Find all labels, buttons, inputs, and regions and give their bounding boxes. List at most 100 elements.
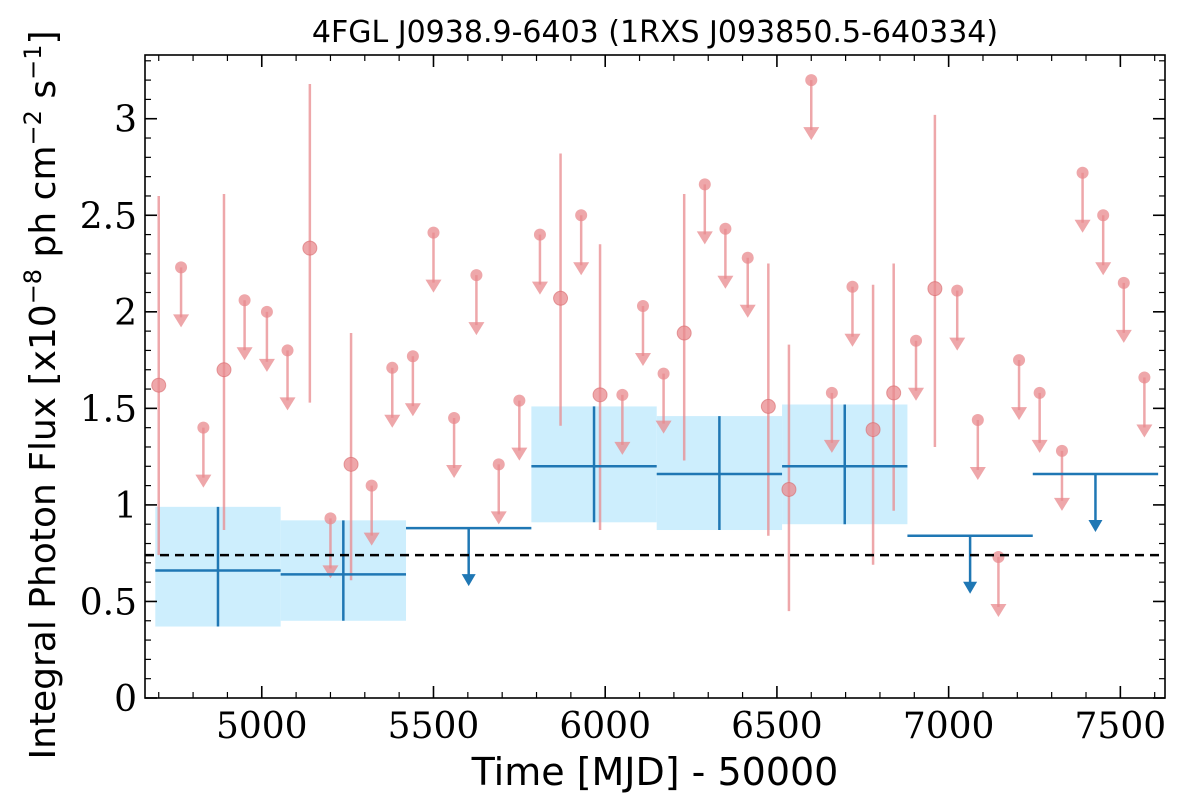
- short-bin-upper-limit-point: [513, 394, 526, 407]
- short-bin-upper-limit-arrow: [1095, 262, 1112, 276]
- plot-area: [145, 74, 1165, 627]
- short-bin-upper-limit-point: [492, 458, 505, 471]
- short-bin-upper-limit-arrow: [511, 447, 528, 461]
- long-bin-upper-limit-arrow: [461, 574, 476, 587]
- y-tick-label: 0: [114, 679, 137, 720]
- short-bin-upper-limit-point: [1076, 166, 1089, 179]
- x-tick-label: 7500: [1075, 706, 1167, 747]
- y-label-s: s: [23, 80, 64, 110]
- x-tick-label: 5000: [216, 706, 308, 747]
- short-bin-upper-limit-point: [992, 551, 1005, 564]
- short-bin-point: [781, 481, 797, 497]
- short-bin-upper-limit-arrow: [1136, 424, 1153, 438]
- short-bin-upper-limit-arrow: [363, 532, 380, 546]
- y-tick-label: 1: [114, 486, 137, 527]
- short-bin-upper-limit-point: [281, 344, 294, 357]
- short-bin-upper-limit-point: [470, 269, 483, 282]
- y-label-mid: ph cm: [23, 145, 64, 268]
- short-bin-upper-limit-point: [971, 413, 984, 426]
- short-bin-upper-limit-point: [910, 334, 923, 347]
- short-bin-upper-limit-point: [448, 412, 461, 425]
- short-bin-upper-limit-point: [238, 294, 251, 307]
- short-bin-upper-limit-arrow: [1074, 219, 1091, 233]
- y-tick-label: 1.5: [80, 389, 137, 430]
- short-bin-upper-limit-arrow: [173, 314, 190, 328]
- short-bin-upper-limit-point: [1013, 354, 1026, 367]
- short-bin-upper-limit-point: [636, 300, 649, 313]
- long-bin-upper-limit-arrow: [1088, 520, 1103, 533]
- short-bin-upper-limit-arrow: [195, 474, 212, 488]
- short-bin-upper-limit-point: [1097, 209, 1110, 222]
- x-axis-label: Time [MJD] - 50000: [471, 750, 839, 794]
- short-bin-upper-limit-arrow: [258, 358, 275, 372]
- short-bin-point: [151, 377, 167, 393]
- y-label-end: ]: [23, 30, 64, 44]
- short-bin-point: [592, 387, 608, 403]
- short-bin-point: [343, 456, 359, 472]
- short-bin-upper-limit-arrow: [236, 347, 253, 361]
- short-bin-upper-limit-arrow: [1011, 407, 1028, 421]
- short-bin-upper-limit-arrow: [384, 414, 401, 428]
- short-bin-point: [760, 398, 776, 414]
- y-label-main: Integral Photon Flux [x10: [23, 304, 64, 759]
- short-bin-upper-limit-arrow: [696, 231, 713, 245]
- short-bin-upper-limit-arrow: [404, 403, 421, 417]
- short-bin-upper-limit-point: [1138, 371, 1151, 384]
- x-tick-label: 5500: [388, 706, 480, 747]
- short-bin-upper-limit-arrow: [425, 279, 442, 293]
- short-bin-upper-limit-arrow: [717, 275, 734, 289]
- short-bin-upper-limit-arrow: [823, 439, 840, 453]
- y-axis-label: Integral Photon Flux [x10−8 ph cm−2 s−1]: [19, 30, 64, 759]
- short-bin-upper-limit-arrow: [990, 604, 1007, 618]
- plot-frame: [144, 54, 1166, 699]
- short-bin-upper-limit-arrow: [322, 565, 339, 579]
- short-bin-upper-limit-point: [616, 388, 629, 401]
- short-bin-upper-limit-arrow: [803, 127, 820, 141]
- y-label-exp3: −1: [19, 45, 47, 80]
- short-bin-upper-limit-point: [657, 367, 670, 380]
- short-bin-upper-limit-arrow: [490, 511, 507, 525]
- short-bin-point: [886, 385, 902, 401]
- short-bin-upper-limit-point: [324, 512, 337, 525]
- short-bin-upper-limit-arrow: [949, 337, 966, 351]
- x-tick-label: 6500: [731, 706, 823, 747]
- short-bin-upper-limit-arrow: [634, 353, 651, 367]
- short-bin-upper-limit-point: [741, 251, 754, 264]
- short-bin-point: [553, 290, 569, 306]
- short-bin-upper-limit-point: [197, 421, 210, 434]
- short-bin-upper-limit-arrow: [614, 441, 631, 455]
- short-bin-upper-limit-point: [1033, 386, 1046, 399]
- short-bin-upper-limit-arrow: [655, 420, 672, 434]
- short-bin-upper-limit-point: [951, 284, 964, 297]
- short-bin-upper-limit-point: [1117, 276, 1130, 289]
- short-bin-upper-limit-point: [260, 305, 273, 318]
- long-bin-upper-limit-arrow: [963, 581, 978, 594]
- short-bin-upper-limit-point: [386, 361, 399, 374]
- y-tick-label: 2.5: [80, 196, 137, 237]
- short-bin-upper-limit-point: [533, 228, 546, 241]
- short-bin-upper-limit-arrow: [1115, 329, 1132, 343]
- short-bin-point: [865, 422, 881, 438]
- short-bin-upper-limit-arrow: [739, 304, 756, 318]
- short-bin-upper-limit-point: [825, 386, 838, 399]
- short-bin-upper-limit-point: [846, 280, 859, 293]
- short-bin-upper-limit-arrow: [844, 333, 861, 347]
- y-tick-label: 2: [114, 293, 137, 334]
- chart-title: 4FGL J0938.9-6403 (1RXS J093850.5-640334…: [312, 15, 998, 50]
- short-bin-upper-limit-arrow: [531, 281, 548, 295]
- y-label-exp1: −8: [19, 269, 47, 304]
- y-tick-label: 0.5: [80, 582, 137, 623]
- short-bin-upper-limit-arrow: [969, 466, 986, 480]
- short-bin-upper-limit-arrow: [1053, 497, 1070, 511]
- short-bin-upper-limit-arrow: [446, 465, 463, 479]
- axis-ticks: 5000 5500 6000 6500 7000 7500 0 0.5 1 1.5 2 2.5 3: [80, 55, 1166, 747]
- short-bin-point: [216, 362, 232, 378]
- short-bin-upper-limit-arrow: [573, 262, 590, 276]
- y-tick-label: 3: [114, 100, 137, 141]
- x-tick-label: 7000: [903, 706, 995, 747]
- short-bin-upper-limit-point: [698, 178, 711, 191]
- short-bin-upper-limit-point: [1055, 444, 1068, 457]
- short-bin-upper-limit-arrow: [468, 322, 485, 336]
- short-bin-upper-limit-point: [365, 479, 378, 492]
